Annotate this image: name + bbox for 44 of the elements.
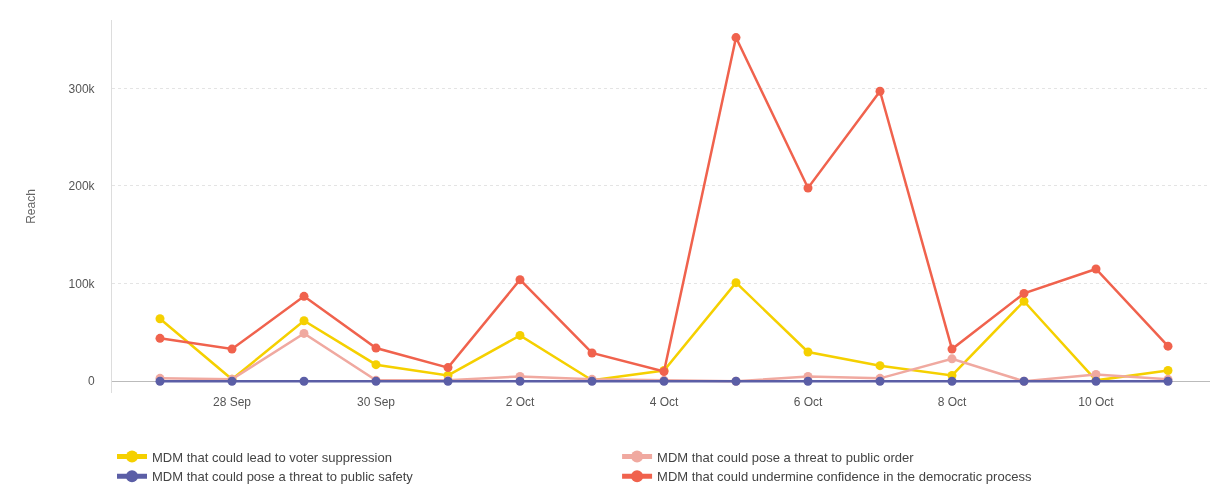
y-tick-label: 200k	[68, 179, 96, 194]
legend-label: MDM that could undermine confidence in the democratic process	[657, 469, 1032, 485]
point	[227, 344, 237, 354]
point	[947, 344, 957, 354]
point	[299, 376, 309, 386]
point	[1019, 288, 1029, 298]
y-tick-label: 0	[87, 374, 95, 389]
legend-label: MDM that could pose a threat to public order	[657, 449, 915, 465]
point	[299, 316, 309, 326]
point	[1163, 366, 1173, 376]
point	[803, 347, 813, 357]
point	[731, 33, 741, 43]
point	[947, 376, 957, 386]
point	[299, 328, 309, 338]
point	[155, 333, 165, 343]
x-tick-label: 28 Sep	[212, 395, 252, 409]
point	[515, 330, 525, 340]
point	[443, 363, 453, 373]
point	[515, 376, 525, 386]
y-tick-label: 100k	[68, 276, 96, 291]
point	[1091, 264, 1101, 274]
x-tick-label: 2 Oct	[505, 395, 535, 409]
point	[875, 86, 885, 96]
point	[947, 354, 957, 364]
point	[155, 314, 165, 324]
y-axis-title: Reach	[23, 189, 38, 224]
point	[587, 348, 597, 358]
point	[731, 278, 741, 288]
x-tick-label: 6 Oct	[793, 395, 823, 409]
point	[803, 183, 813, 193]
x-tick-label: 4 Oct	[649, 395, 679, 409]
legend-label: MDM that could lead to voter suppression	[152, 449, 392, 465]
legend-label: MDM that could pose a threat to public safety	[152, 469, 414, 485]
point	[1163, 341, 1173, 351]
point	[371, 343, 381, 353]
x-tick-label: 10 Oct	[1078, 395, 1115, 409]
point	[875, 361, 885, 371]
point	[371, 360, 381, 370]
point	[299, 291, 309, 301]
y-tick-label: 300k	[68, 81, 96, 96]
point	[803, 376, 813, 386]
point	[515, 275, 525, 285]
x-tick-label: 30 Sep	[356, 395, 396, 409]
x-tick-label: 8 Oct	[937, 395, 967, 409]
